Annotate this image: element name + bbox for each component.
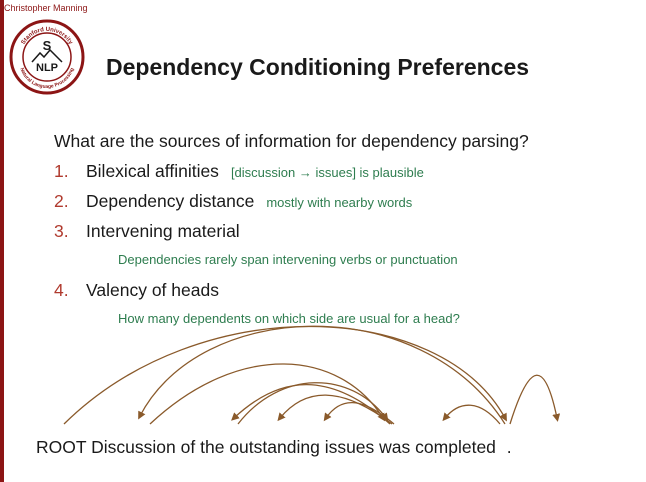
item-note: mostly with nearby words: [266, 195, 413, 210]
item-subnote: Dependencies rarely span intervening ver…: [118, 252, 458, 267]
item-number: 4.: [54, 280, 69, 300]
word-period: .: [506, 437, 512, 457]
item-label: Dependency distance: [86, 191, 255, 211]
logo-letter-s: S: [43, 38, 52, 53]
mountain-icon: [31, 48, 63, 63]
item-number: 1.: [54, 161, 69, 181]
item-label: Intervening material: [86, 221, 240, 241]
word-issues: issues: [324, 437, 375, 457]
word-of: of: [180, 437, 196, 457]
arc-issues-outstanding: [323, 401, 395, 425]
word-discussion: Discussion: [91, 437, 176, 457]
example-sentence: ROOT Discussion of the outstanding issue…: [36, 437, 512, 458]
logo-letters-nlp: NLP: [36, 62, 58, 74]
word-outstanding: outstanding: [229, 437, 320, 457]
item-note: [discussion → issues] is plausible: [230, 165, 424, 180]
list-item: 2. Dependency distance mostly with nearby …: [54, 191, 412, 212]
slide-title: Dependency Conditioning Preferences: [106, 54, 530, 80]
word-the: the: [200, 437, 225, 457]
arc-root-completed: [63, 325, 507, 425]
list-item: 3. Intervening material: [54, 221, 240, 242]
arc-completed-period: [509, 374, 561, 425]
item-number: 2.: [54, 191, 69, 211]
arc-completed-discussion: [138, 325, 506, 425]
item-label: Valency of heads: [86, 280, 219, 300]
word-root: ROOT: [36, 437, 87, 457]
item-number: 3.: [54, 221, 69, 241]
arc-issues-the: [277, 394, 393, 425]
slide-question: What are the sources of information for …: [54, 131, 529, 151]
stanford-nlp-logo: Stanford University Natural Language Pro…: [9, 19, 85, 95]
arc-completed-was: [442, 404, 501, 425]
left-accent-bar: [0, 0, 4, 482]
arc-of-issues: [237, 382, 389, 425]
item-subnote: How many dependents on which side are us…: [118, 311, 460, 326]
list-item: 4. Valency of heads: [54, 280, 219, 301]
word-completed: completed: [415, 437, 496, 457]
word-was: was: [379, 437, 411, 457]
item-label: Bilexical affinities: [86, 161, 219, 181]
arc-discussion-issues: [149, 363, 386, 425]
list-item: 1. Bilexical affinities [discussion → issu…: [54, 161, 424, 182]
author-label: Christopher Manning: [4, 3, 88, 13]
